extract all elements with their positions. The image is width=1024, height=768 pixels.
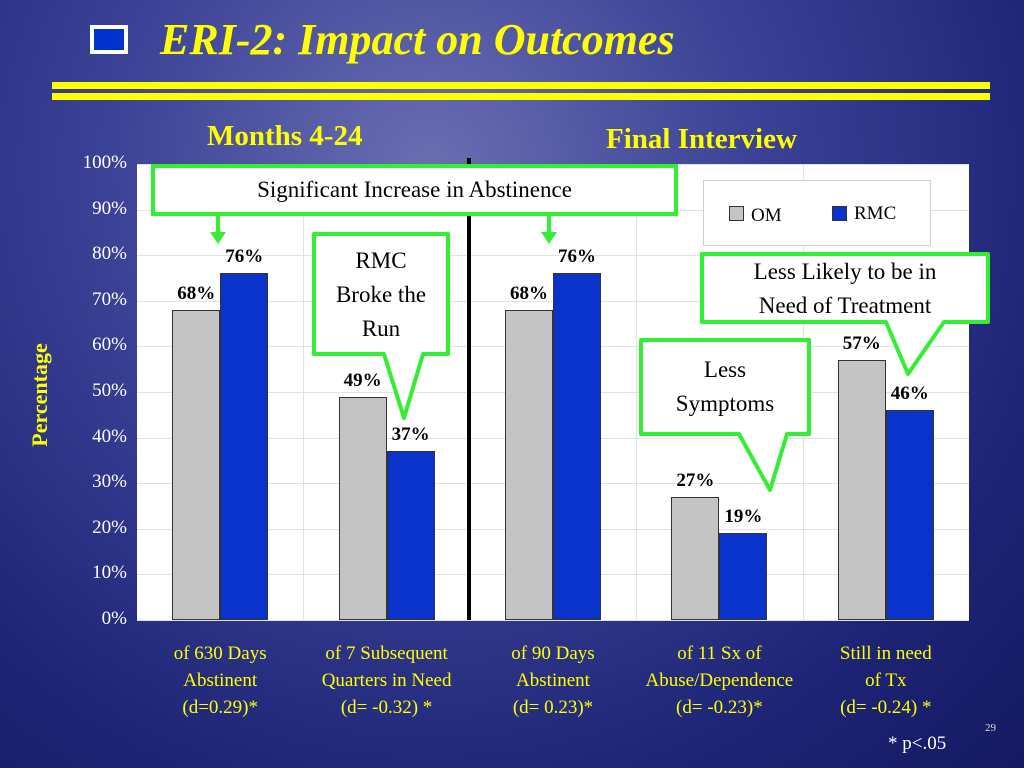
- y-tick-label: 70%: [92, 288, 127, 310]
- data-label-om: 49%: [343, 369, 382, 391]
- data-label-om: 57%: [842, 333, 881, 355]
- x-category-line: Quarters in Need: [321, 670, 452, 691]
- section-label-months: Months 4-24: [207, 120, 363, 152]
- callout-symptoms-bubble: [639, 338, 811, 492]
- bar-rmc: [553, 273, 601, 620]
- legend: OM RMC: [703, 180, 931, 246]
- callout-arrow-left: [210, 212, 226, 244]
- x-category-line: Abstinent: [183, 670, 258, 691]
- callout-treatment-line1: Less Likely to be in: [753, 259, 937, 284]
- callout-significant-increase: Significant Increase in Abstinence: [151, 164, 678, 216]
- legend-label-om: OM: [751, 205, 782, 226]
- x-category-label: of 11 Sx of Abuse/Dependence (d= -0.23)*: [636, 640, 802, 721]
- callout-significant-increase-text: Significant Increase in Abstinence: [257, 177, 572, 202]
- data-label-om: 27%: [676, 469, 715, 491]
- callout-arrow-right: [541, 212, 557, 244]
- bar-om: [837, 360, 886, 620]
- callout-broke-run-text: RMC Broke the Run: [314, 244, 448, 346]
- x-category-line: of 90 Days: [511, 643, 595, 664]
- x-category-line: of 630 Days: [173, 643, 267, 664]
- data-label-rmc: 76%: [225, 246, 264, 268]
- callout-broke-run-line1: RMC: [355, 248, 407, 273]
- y-tick-label: 0%: [101, 608, 127, 629]
- y-tick-label: 80%: [92, 243, 127, 265]
- x-category-line: (d=0.29)*: [182, 697, 258, 718]
- title-rule-bottom: [52, 93, 990, 100]
- x-category-label: of 90 Days Abstinent (d= 0.23)*: [470, 640, 636, 721]
- title-square-icon: [90, 25, 128, 54]
- x-category-line: (d= -0.32) *: [340, 697, 433, 718]
- data-label-om: 68%: [177, 282, 216, 304]
- data-label-rmc: 46%: [890, 383, 929, 405]
- bar-rmc: [220, 273, 269, 620]
- y-axis-label: Percentage: [27, 343, 52, 447]
- y-tick-label: 60%: [92, 334, 127, 356]
- section-label-final: Final Interview: [606, 123, 797, 155]
- y-tick-label: 20%: [92, 516, 127, 538]
- callout-symptoms-text: Less Symptoms: [641, 353, 809, 421]
- bar-chart-plot: 68% 49% 68% 27% 57% 76% 37% 76% 19% 46% OM RMC: [137, 158, 969, 621]
- gridline: [137, 620, 969, 621]
- gridline: [137, 255, 969, 257]
- callout-treatment-line2: Need of Treatment: [758, 293, 932, 318]
- x-category-line: Abuse/Dependence: [645, 670, 794, 691]
- category-divider: [636, 164, 638, 620]
- x-category-line: Still in need: [839, 643, 932, 664]
- bar-om: [505, 309, 553, 620]
- x-category-line: of 11 Sx of: [677, 643, 762, 664]
- bar-om: [338, 396, 387, 620]
- legend-swatch-rmc: [832, 206, 847, 221]
- x-category-line: (d= -0.24) *: [840, 697, 932, 718]
- page-number: 29: [985, 722, 996, 734]
- bar-rmc: [885, 410, 934, 620]
- title-rule-top: [52, 82, 990, 89]
- callout-symptoms-line1: Less: [703, 357, 747, 382]
- data-label-rmc: 76%: [558, 246, 596, 268]
- x-category-label: of 630 Days Abstinent (d=0.29)*: [137, 640, 303, 721]
- data-label-rmc: 19%: [724, 506, 763, 528]
- callout-symptoms-line2: Symptoms: [675, 391, 775, 416]
- x-category-line: Abstinent: [516, 670, 590, 691]
- callout-broke-run-line2: Broke the: [335, 282, 427, 307]
- category-divider: [303, 164, 305, 620]
- y-tick-label: 90%: [92, 197, 127, 219]
- data-label-om: 68%: [510, 282, 548, 304]
- y-tick-label: 100%: [82, 152, 127, 173]
- bar-om: [671, 496, 720, 620]
- bar-rmc: [386, 451, 435, 620]
- footnote: * p<.05: [888, 733, 947, 754]
- x-category-line: (d= -0.23)*: [676, 697, 763, 718]
- slide-title: ERI-2: Impact on Outcomes: [160, 15, 675, 64]
- x-category-line: of 7 Subsequent: [325, 643, 448, 664]
- x-category-line: (d= 0.23)*: [512, 697, 594, 718]
- x-category-label: of 7 Subsequent Quarters in Need (d= -0.32…: [304, 640, 470, 721]
- callout-treatment-bubble: [700, 252, 990, 376]
- data-label-rmc: 37%: [391, 424, 430, 446]
- bar-om: [172, 309, 221, 620]
- callout-broke-run-line3: Run: [361, 316, 401, 341]
- y-tick-label: 10%: [92, 562, 127, 584]
- callout-treatment-text: Less Likely to be in Need of Treatment: [702, 255, 988, 323]
- legend-label-rmc: RMC: [854, 203, 897, 224]
- callout-broke-run-bubble: [312, 232, 450, 420]
- legend-swatch-om: [729, 206, 744, 221]
- y-tick-label: 40%: [92, 425, 127, 447]
- period-divider: [467, 158, 471, 620]
- y-tick-label: 30%: [92, 471, 127, 493]
- y-tick-label: 50%: [92, 380, 127, 401]
- bar-rmc: [719, 533, 768, 620]
- x-category-line: of Tx: [865, 670, 907, 691]
- x-category-label: Still in need of Tx (d= -0.24) *: [803, 640, 969, 721]
